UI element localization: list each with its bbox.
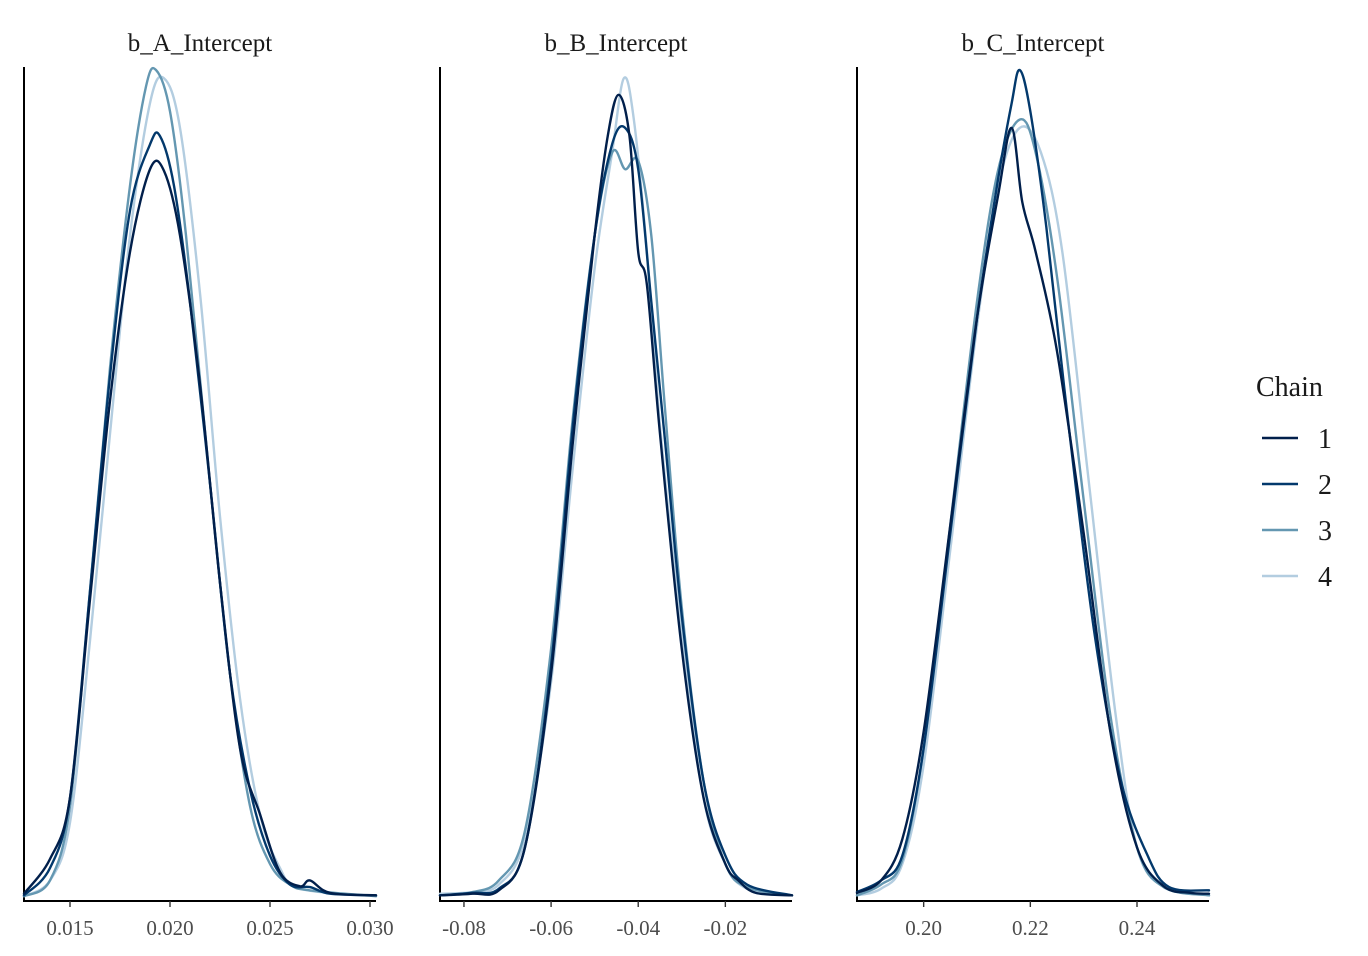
legend-label: 3 bbox=[1318, 516, 1332, 547]
legend-title: Chain bbox=[1256, 372, 1323, 403]
facet-panel: b_B_Intercept -0.08 -0.06 -0.04 -0.02 bbox=[438, 30, 794, 940]
legend-label: 4 bbox=[1318, 562, 1332, 593]
x-tick-label: -0.04 bbox=[616, 916, 660, 940]
legend-label: 2 bbox=[1318, 470, 1332, 501]
density-line-chain-3 bbox=[855, 117, 1211, 897]
x-tick-label: 0.22 bbox=[1012, 916, 1049, 940]
legend-items: 1 2 3 4 bbox=[1262, 424, 1332, 593]
density-line-chain-4 bbox=[438, 76, 794, 897]
legend-item: 4 bbox=[1262, 562, 1332, 593]
density-line-chain-2 bbox=[438, 125, 794, 897]
x-tick-label: 0.015 bbox=[46, 916, 93, 940]
x-tick-label: 0.020 bbox=[146, 916, 193, 940]
facet-title: b_C_Intercept bbox=[961, 30, 1104, 57]
x-tick-label: 0.24 bbox=[1119, 916, 1156, 940]
x-tick-label: 0.20 bbox=[905, 916, 942, 940]
facet-panel: b_C_Intercept 0.20 0.22 0.24 bbox=[855, 30, 1211, 940]
x-tick-label: -0.06 bbox=[529, 916, 573, 940]
x-tick-label: 0.025 bbox=[246, 916, 293, 940]
density-line-chain-2 bbox=[855, 68, 1211, 894]
legend-item: 2 bbox=[1262, 470, 1332, 501]
facet-title: b_A_Intercept bbox=[128, 30, 272, 57]
facet-title: b_B_Intercept bbox=[544, 30, 687, 57]
legend: Chain 1 2 3 4 bbox=[1256, 372, 1332, 593]
x-tick-label: 0.030 bbox=[346, 916, 393, 940]
x-tick-label: -0.08 bbox=[442, 916, 486, 940]
legend-item: 1 bbox=[1262, 424, 1332, 455]
facet-panels: b_A_Intercept 0.015 0.020 0.025 0.030 b_B_Int… bbox=[22, 30, 1211, 940]
legend-item: 3 bbox=[1262, 516, 1332, 547]
legend-label: 1 bbox=[1318, 424, 1332, 455]
density-line-chain-3 bbox=[438, 148, 794, 897]
x-tick-label: -0.02 bbox=[703, 916, 747, 940]
facet-panel: b_A_Intercept 0.015 0.020 0.025 0.030 bbox=[22, 30, 394, 940]
density-line-chain-4 bbox=[855, 125, 1211, 897]
density-line-chain-4 bbox=[22, 75, 378, 898]
density-line-chain-1 bbox=[855, 126, 1211, 895]
density-line-chain-2 bbox=[22, 131, 378, 897]
density-line-chain-1 bbox=[22, 159, 378, 897]
density-line-chain-1 bbox=[438, 93, 794, 897]
